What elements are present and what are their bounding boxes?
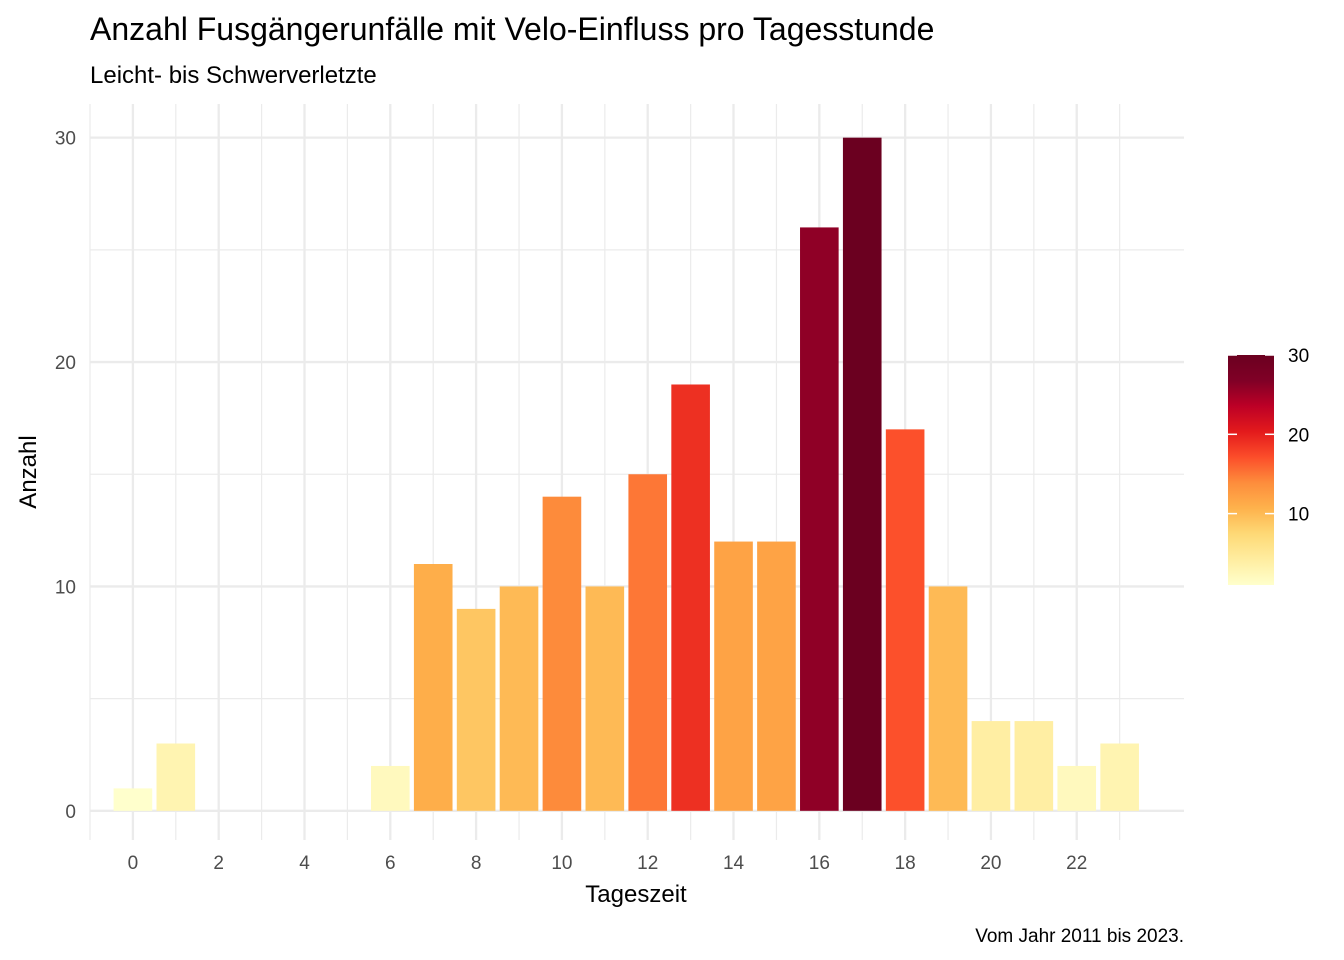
x-tick-label: 20	[980, 853, 1001, 874]
x-tick-label: 22	[1066, 853, 1087, 874]
bar-hour-21	[1014, 721, 1054, 811]
bar-hour-1	[156, 743, 196, 811]
bar-hour-0	[113, 788, 153, 811]
x-tick-label: 12	[637, 853, 658, 874]
y-tick-label: 30	[55, 129, 76, 150]
bar-hour-17	[842, 137, 882, 811]
x-tick-label: 8	[471, 853, 482, 874]
bar-hour-15	[757, 541, 796, 811]
bar-hour-16	[800, 227, 839, 811]
y-axis-title: Anzahl	[15, 435, 42, 508]
x-tick-label: 14	[723, 853, 745, 874]
x-tick-label: 0	[128, 853, 139, 874]
bar-hour-9	[499, 586, 539, 811]
x-axis-ticks: 0 2 4 6 8 10 12 14 16 18 20 22	[128, 853, 1088, 874]
bar-hour-20	[971, 721, 1011, 811]
bar-hour-12	[628, 474, 668, 811]
bar-hour-7	[413, 564, 453, 811]
x-tick-label: 18	[895, 853, 916, 874]
x-tick-label: 10	[551, 853, 572, 874]
bar-hour-18	[885, 429, 925, 811]
x-tick-label: 16	[809, 853, 830, 874]
chart-subtitle: Leicht- bis Schwerverletzte	[90, 62, 377, 89]
legend-label: 20	[1288, 425, 1309, 446]
bar-hour-8	[456, 608, 496, 811]
bars-layer	[113, 137, 1139, 811]
color-legend: 10 20 30	[1228, 346, 1309, 585]
x-axis-title: Tageszeit	[585, 881, 687, 908]
x-tick-label: 4	[299, 853, 310, 874]
bar-hour-10	[542, 496, 582, 811]
legend-label: 30	[1288, 346, 1309, 367]
bar-hour-19	[928, 586, 968, 811]
y-axis-ticks: 0 10 20 30	[55, 129, 76, 823]
x-tick-label: 2	[213, 853, 224, 874]
bar-hour-14	[714, 541, 753, 811]
chart-caption: Vom Jahr 2011 bis 2023.	[975, 926, 1184, 947]
y-tick-label: 20	[55, 353, 76, 374]
x-tick-label: 6	[385, 853, 396, 874]
bar-hour-23	[1100, 743, 1139, 811]
bar-hour-11	[585, 586, 625, 811]
bar-hour-13	[671, 384, 710, 811]
y-tick-label: 10	[55, 577, 76, 598]
chart-title: Anzahl Fusgängerunfälle mit Velo-Einflus…	[90, 11, 934, 47]
legend-color-bar	[1228, 355, 1274, 585]
y-tick-label: 0	[65, 802, 76, 823]
bar-hour-22	[1057, 765, 1097, 811]
legend-label: 10	[1288, 505, 1309, 526]
bar-hour-6	[371, 765, 410, 811]
